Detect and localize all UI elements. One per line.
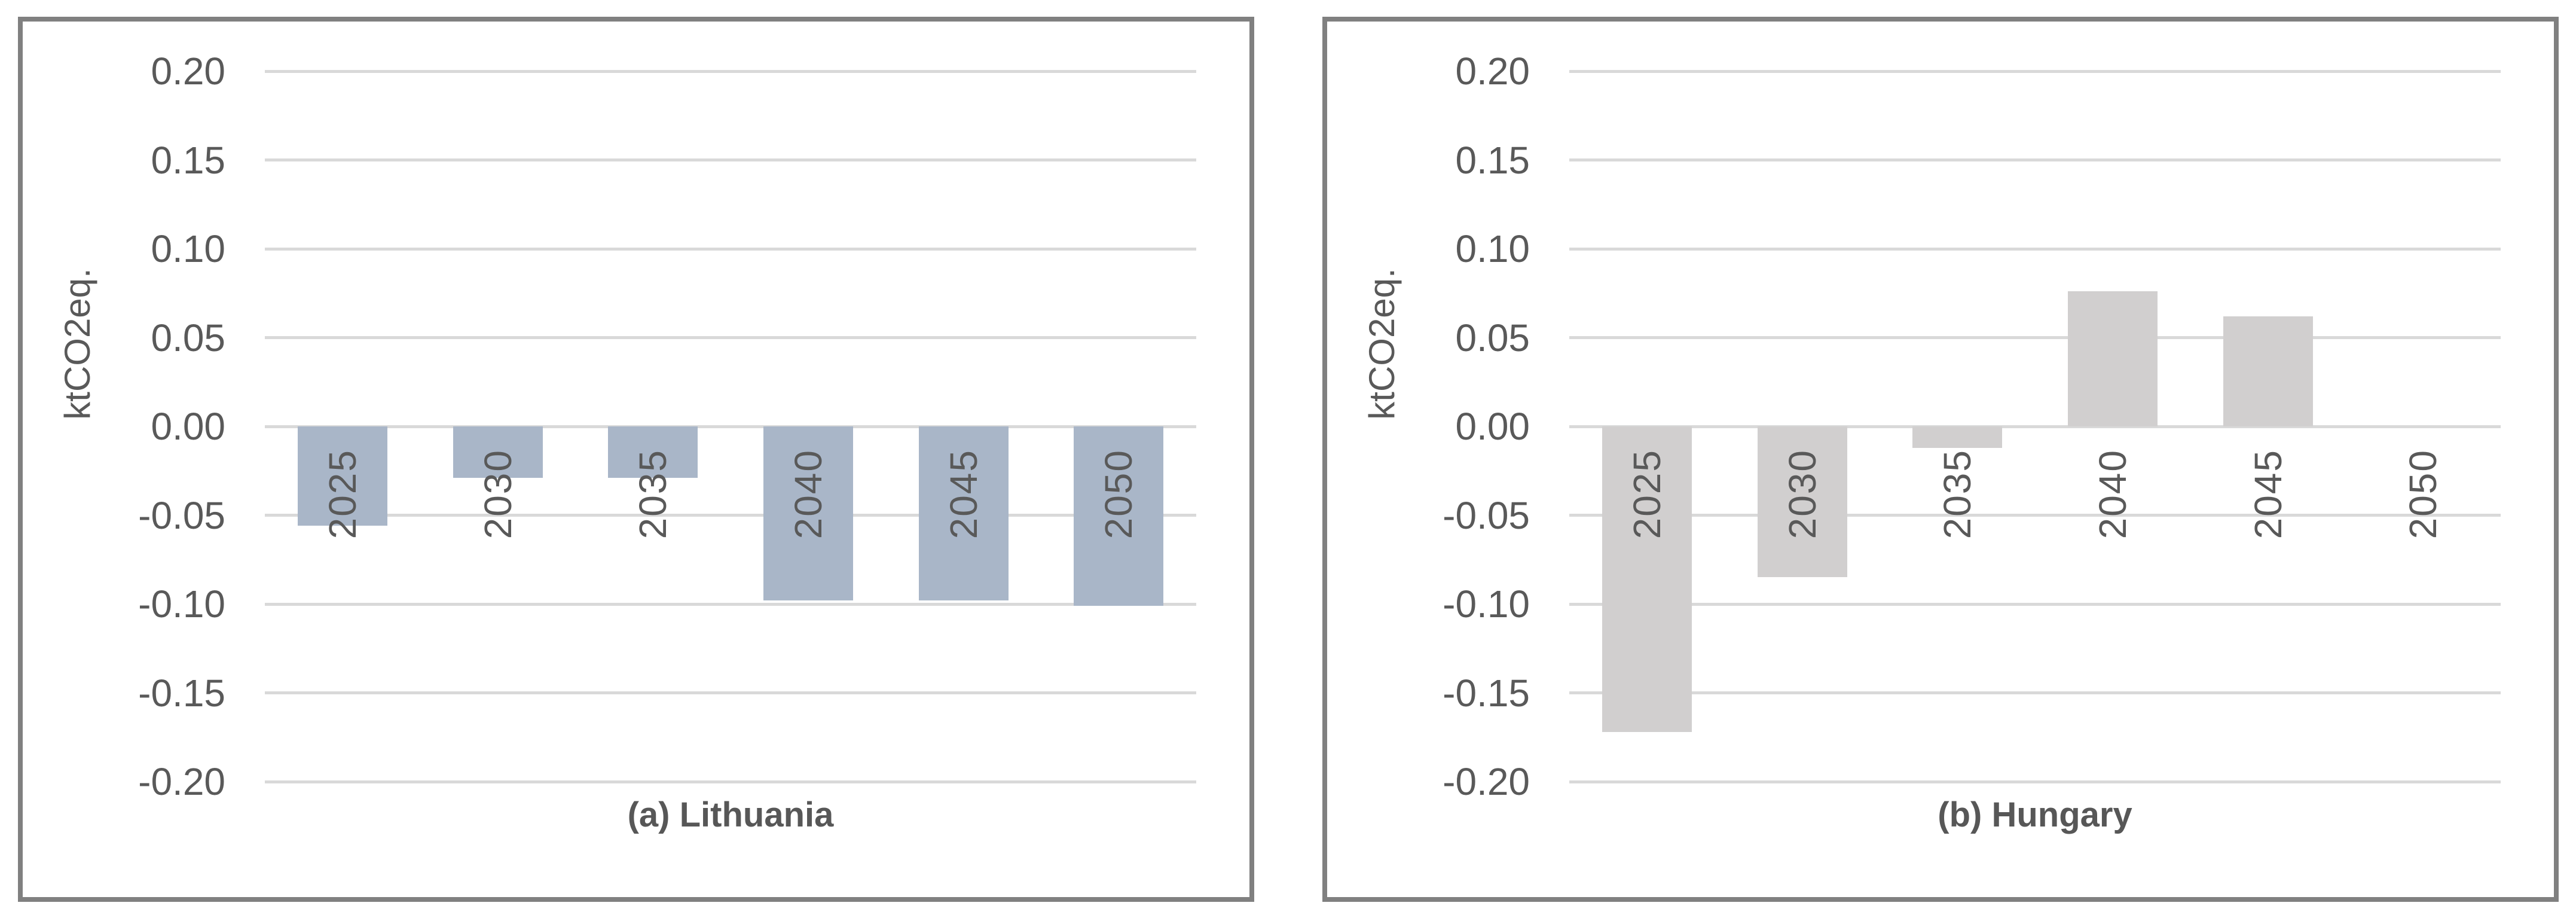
gridline--0.10 [1569, 602, 2501, 606]
bar-2030 [1757, 426, 1847, 578]
gridline-0.10 [1569, 247, 2501, 251]
gridline--0.20 [1569, 780, 2501, 783]
chart-title: (a) Lithuania [627, 795, 834, 834]
gridline-0.05 [265, 336, 1196, 339]
y-tick-label-0.10: 0.10 [151, 227, 225, 270]
bar-2025 [1602, 426, 1692, 732]
x-category-label-2025: 2025 [1625, 449, 1669, 539]
chart-panel-hungary: ktCO2eq. 0.20 0.15 0.10 0.05 0.00 -0.05 -0.10-… [1322, 17, 2559, 902]
x-category-label-2035: 2035 [631, 449, 675, 539]
bar-2050 [1074, 426, 1164, 606]
bar-2045 [918, 426, 1009, 601]
x-category-label-2050: 2050 [1097, 449, 1141, 539]
x-category-label-2040: 2040 [786, 449, 830, 539]
y-tick-label--0.10: -0.10 [1443, 582, 1530, 626]
gridline--0.05 [1569, 514, 2501, 517]
gridline--0.15 [1569, 691, 2501, 694]
gridline--0.20 [265, 780, 1196, 783]
gridline-0.20 [1569, 69, 2501, 73]
gridline--0.05 [265, 514, 1196, 517]
bar-2035 [608, 426, 698, 478]
bar-2040 [2067, 291, 2158, 426]
x-category-label-2025: 2025 [320, 449, 364, 539]
x-category-label-2045: 2045 [2246, 449, 2290, 539]
y-tick-label--0.05: -0.05 [138, 493, 225, 537]
y-tick-label-0.00: 0.00 [1455, 405, 1530, 448]
gridline-0.15 [265, 158, 1196, 161]
gridline-0.20 [265, 69, 1196, 73]
x-category-label-2030: 2030 [476, 449, 520, 539]
y-tick-label-0.15: 0.15 [1455, 138, 1530, 182]
gridline-0.15 [1569, 158, 2501, 161]
bar-2035 [1912, 426, 2003, 448]
x-category-label-2030: 2030 [1780, 449, 1824, 539]
x-category-label-2045: 2045 [942, 449, 985, 539]
y-tick-label-0.10: 0.10 [1455, 227, 1530, 270]
gridline--0.10 [265, 602, 1196, 606]
gridline-0.05 [1569, 336, 2501, 339]
y-tick-label--0.05: -0.05 [1443, 493, 1530, 537]
y-tick-label-0.20: 0.20 [1455, 50, 1530, 93]
chart-panel-lithuania: ktCO2eq. 0.20 0.15 0.10 0.05 0.00 -0.05 -0.10-… [18, 17, 1254, 902]
x-category-label-2040: 2040 [2091, 449, 2134, 539]
gridline-0.10 [265, 247, 1196, 251]
y-tick-label-0.05: 0.05 [1455, 316, 1530, 359]
y-tick-label-0.15: 0.15 [151, 138, 225, 182]
y-tick-label--0.10: -0.10 [138, 582, 225, 626]
bar-2040 [763, 426, 853, 601]
x-category-label-2050: 2050 [2401, 449, 2445, 539]
y-tick-label-0.05: 0.05 [151, 316, 225, 359]
y-tick-label--0.15: -0.15 [1443, 671, 1530, 715]
y-tick-label-0.20: 0.20 [151, 50, 225, 93]
bar-2030 [453, 426, 543, 478]
bar-2045 [2223, 316, 2313, 426]
gridline--0.15 [265, 691, 1196, 694]
y-tick-label--0.20: -0.20 [138, 760, 225, 803]
gridline-0.00 [1569, 425, 2501, 428]
y-tick-label--0.15: -0.15 [138, 671, 225, 715]
x-category-label-2035: 2035 [1936, 449, 1979, 539]
chart-title: (b) Hungary [1938, 795, 2132, 834]
y-tick-label--0.20: -0.20 [1443, 760, 1530, 803]
y-tick-label-0.00: 0.00 [151, 405, 225, 448]
gridline-0.00 [265, 425, 1196, 428]
bar-2025 [297, 426, 387, 526]
